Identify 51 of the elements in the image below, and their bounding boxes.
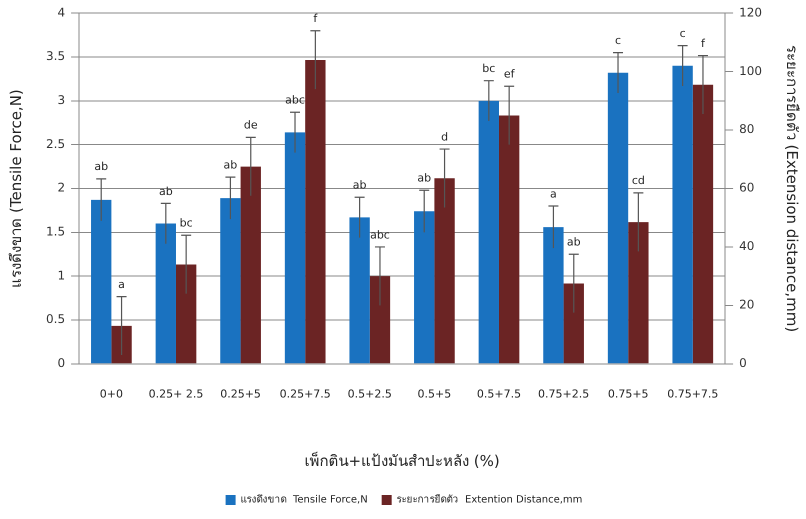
data-label: c <box>680 26 686 40</box>
y2-tick-label: 80 <box>739 122 754 136</box>
data-label: d <box>441 130 448 144</box>
y2-tick-label: 20 <box>739 297 754 312</box>
y2-tick-label: 100 <box>739 64 762 78</box>
legend-label: ระยะการยืดตัว Extention Distance,mm <box>396 494 582 506</box>
y-tick-label: 4 <box>57 5 66 20</box>
data-label: c <box>614 34 622 47</box>
x-tick-label: 0+0 <box>100 387 123 400</box>
data-label: de <box>244 118 258 132</box>
x-tick-label: 0.25+5 <box>220 387 261 400</box>
data-label: bc <box>180 216 193 230</box>
x-tick-label: 0.75+5 <box>608 387 649 400</box>
data-label: abc <box>285 94 305 107</box>
x-tick-label: 0.75+2.5 <box>538 387 590 400</box>
y-tick-label: 2.5 <box>46 136 66 151</box>
y-tick-label: 0 <box>57 356 66 370</box>
data-label: ab <box>417 172 432 185</box>
y-tick-label: 3.5 <box>46 49 66 64</box>
data-label: cd <box>632 174 645 188</box>
y2-tick-label: 0 <box>739 356 747 370</box>
y-axis-title: แรงดึงขาด (Tensile Force,N) <box>6 89 25 288</box>
x-tick-label: 0.5+2.5 <box>348 387 392 400</box>
data-label: ab <box>352 178 366 192</box>
data-label: ab <box>224 158 238 172</box>
x-tick-label: 0.75+7.5 <box>667 387 718 400</box>
legend-label: แรงดึงขาด Tensile Force,N <box>240 494 368 506</box>
y-tick-label: 0.5 <box>46 312 66 326</box>
y2-tick-label: 60 <box>739 180 754 195</box>
y-tick-label: 2 <box>57 180 66 195</box>
x-axis-title: เพ็กติน+แป้งมันสำปะหลัง (%) <box>304 450 500 470</box>
y-tick-label: 1.5 <box>46 224 66 238</box>
data-label: ab <box>158 184 173 198</box>
data-label: f <box>701 36 706 50</box>
y2-tick-label: 40 <box>739 239 754 254</box>
x-tick-label: 0.5+5 <box>418 387 452 400</box>
x-tick-label: 0.25+7.5 <box>280 387 331 400</box>
y2-axis-title: ระยะการยืดตัว (Extension distance,mm) <box>783 44 802 332</box>
data-label: ab <box>566 236 581 249</box>
data-label: ef <box>504 68 516 81</box>
data-label: bc <box>482 62 496 76</box>
data-label: f <box>313 12 318 26</box>
data-label: a <box>550 187 557 200</box>
y-tick-label: 1 <box>57 268 66 282</box>
x-tick-label: 0.5+7.5 <box>476 387 522 400</box>
y2-tick-label: 120 <box>739 5 762 20</box>
y-tick-label: 3 <box>57 92 66 107</box>
data-label: ab <box>94 160 108 174</box>
data-label: abc <box>370 228 390 242</box>
data-label: a <box>118 278 125 291</box>
x-tick-label: 0.25+ 2.5 <box>148 387 204 400</box>
